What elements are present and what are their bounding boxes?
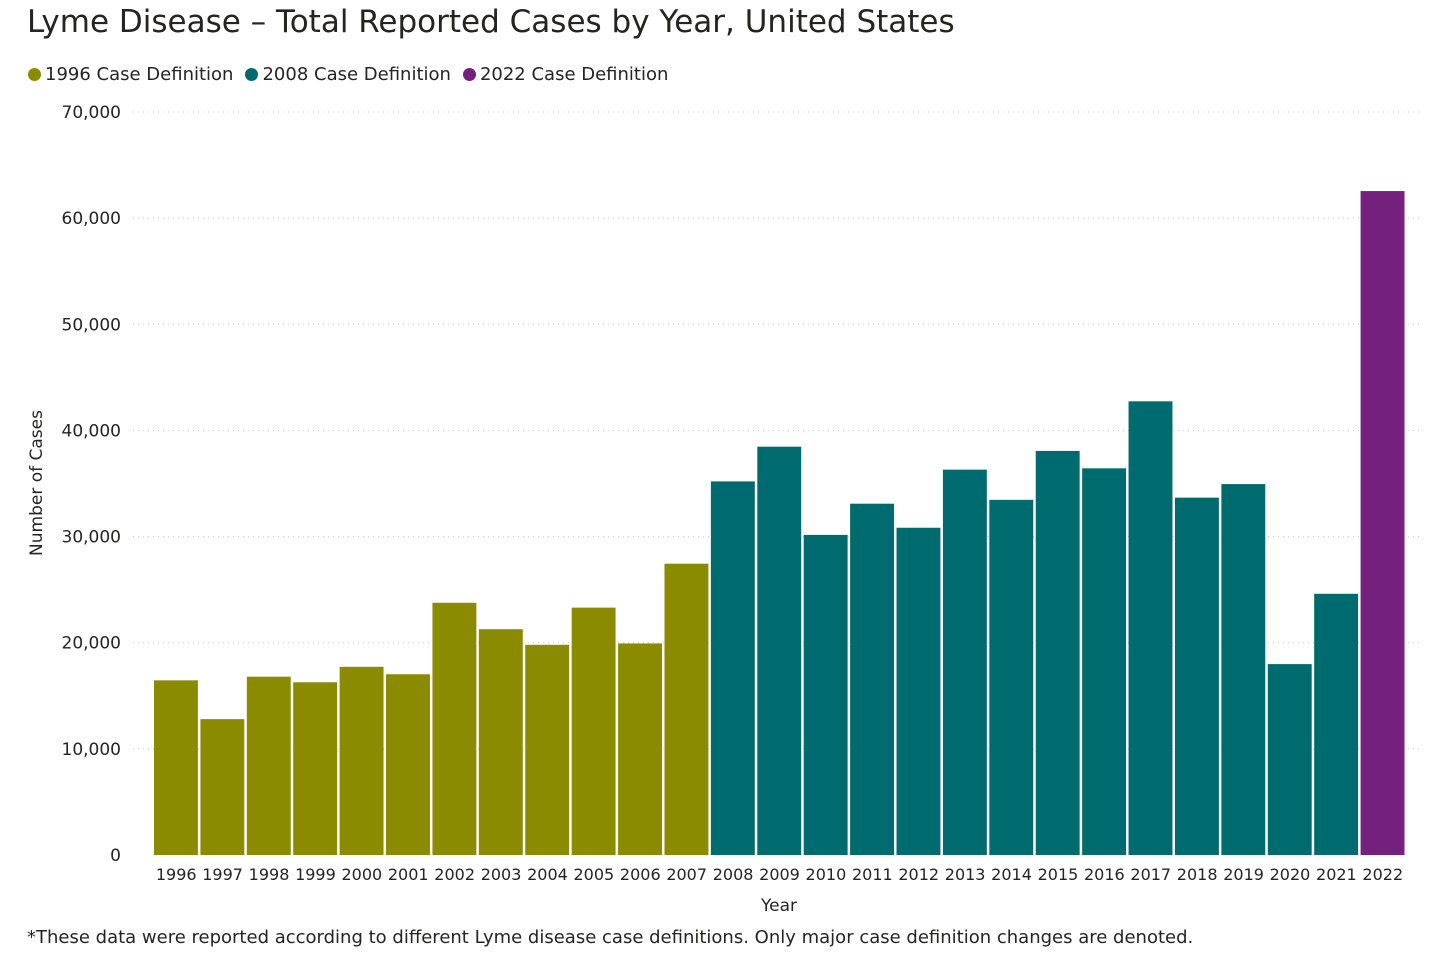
bar-2015[interactable] [1035, 450, 1080, 855]
y-tick-label: 70,000 [62, 103, 121, 123]
bar-2010[interactable] [803, 534, 848, 855]
x-tick-label: 2011 [852, 865, 893, 884]
bar-2000[interactable] [339, 666, 384, 855]
x-tick-label: 2002 [434, 865, 475, 884]
bar-2013[interactable] [942, 469, 987, 855]
bar-1996[interactable] [154, 680, 198, 855]
legend-label: 2022 Case Definition [479, 64, 669, 85]
x-tick-label: 2013 [945, 865, 986, 884]
legend-item-2008[interactable]: 2008 Case Definition [245, 64, 451, 85]
y-tick-label: 10,000 [62, 740, 121, 760]
x-tick-label: 2016 [1084, 865, 1125, 884]
bar-2008[interactable] [710, 481, 755, 855]
bar-1999[interactable] [293, 682, 338, 855]
footnote: *These data were reported according to d… [27, 927, 1194, 948]
bar-1997[interactable] [200, 719, 245, 855]
x-tick-label: 2017 [1130, 865, 1171, 884]
bar-2022[interactable] [1360, 191, 1405, 856]
x-tick-label: 2019 [1223, 865, 1264, 884]
x-tick-label: 2009 [759, 865, 800, 884]
bar-2021[interactable] [1314, 593, 1359, 855]
bar-2017[interactable] [1128, 401, 1173, 855]
x-tick-label: 2000 [341, 865, 382, 884]
x-tick-label: 2014 [991, 865, 1032, 884]
x-tick-label: 2004 [527, 865, 568, 884]
bar-2007[interactable] [664, 563, 709, 855]
bar-2012[interactable] [896, 527, 941, 855]
legend-label: 2008 Case Definition [262, 64, 451, 85]
x-tick-label: 2022 [1362, 865, 1403, 884]
y-tick-label: 50,000 [62, 315, 121, 335]
bar-2020[interactable] [1267, 664, 1312, 855]
x-tick-label: 2005 [574, 865, 615, 884]
bar-2014[interactable] [989, 499, 1034, 855]
x-tick-label: 2006 [620, 865, 661, 884]
legend-label: 1996 Case Definition [45, 64, 234, 85]
y-tick-label: 40,000 [62, 421, 121, 441]
bar-2009[interactable] [757, 446, 802, 855]
x-tick-label: 2010 [806, 865, 847, 884]
chart-title: Lyme Disease – Total Reported Cases by Y… [27, 4, 955, 40]
bar-2001[interactable] [386, 674, 430, 855]
bar-2005[interactable] [571, 607, 616, 855]
x-tick-label: 2008 [713, 865, 754, 884]
legend-marker-icon [462, 68, 476, 81]
x-tick-label: 2003 [481, 865, 522, 884]
x-axis-title: Year [760, 896, 797, 916]
bar-2006[interactable] [618, 643, 662, 855]
legend-item-2022[interactable]: 2022 Case Definition [462, 64, 669, 85]
bar-2003[interactable] [478, 629, 523, 855]
bar-2002[interactable] [432, 602, 477, 855]
y-tick-label: 20,000 [62, 634, 121, 654]
x-tick-label: 2020 [1270, 865, 1311, 884]
x-tick-label: 1999 [295, 865, 336, 884]
legend-marker-icon [28, 68, 41, 81]
x-tick-label: 2007 [666, 865, 707, 884]
y-axis-title: Number of Cases [27, 410, 47, 556]
bar-2018[interactable] [1174, 497, 1219, 855]
x-tick-label: 2021 [1316, 865, 1357, 884]
bar-2019[interactable] [1221, 484, 1266, 855]
legend: 1996 Case Definition 2008 Case Definitio… [28, 64, 668, 85]
x-tick-label: 1997 [202, 865, 243, 884]
x-tick-label: 2015 [1038, 865, 1079, 884]
bar-1998[interactable] [246, 676, 291, 855]
y-tick-label: 30,000 [62, 528, 121, 548]
bar-2011[interactable] [850, 503, 895, 855]
bar-2016[interactable] [1082, 468, 1127, 855]
x-tick-label: 1996 [156, 865, 197, 884]
x-tick-label: 1998 [249, 865, 290, 884]
bar-2004[interactable] [525, 644, 570, 855]
x-tick-label: 2018 [1177, 865, 1218, 884]
y-tick-label: 60,000 [62, 209, 121, 229]
legend-marker-icon [245, 68, 259, 81]
legend-item-1996[interactable]: 1996 Case Definition [28, 64, 233, 85]
x-tick-label: 2012 [898, 865, 939, 884]
x-tick-label: 2001 [388, 865, 429, 884]
y-tick-label: 0 [110, 846, 121, 866]
